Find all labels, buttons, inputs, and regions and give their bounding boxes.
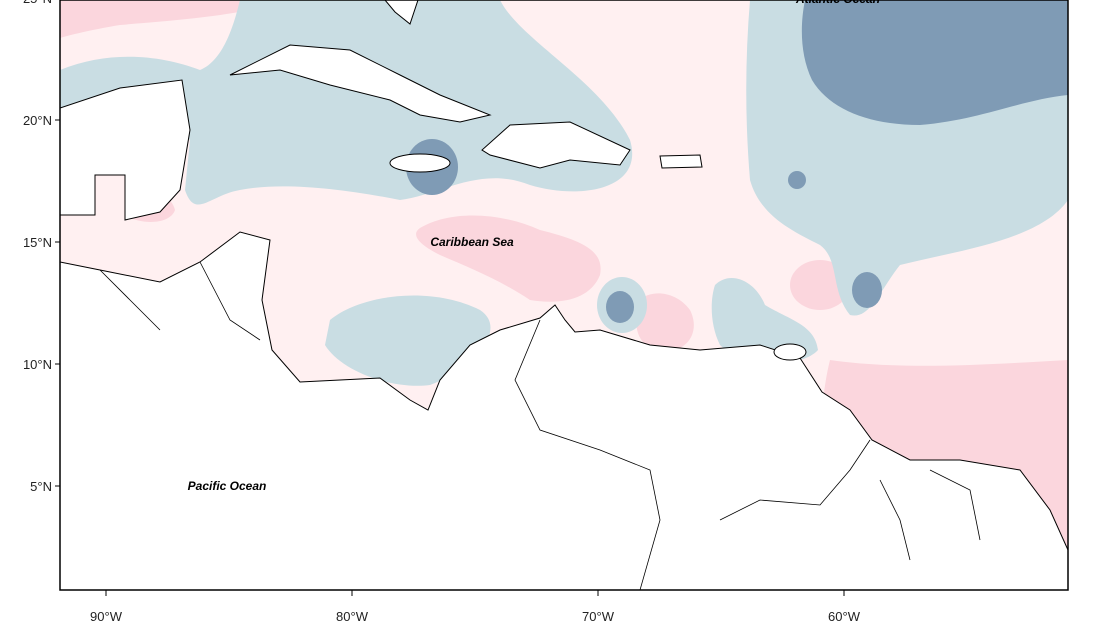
- yucatan: [60, 79, 191, 221]
- border: [99, 261, 261, 341]
- trinidad: [773, 343, 807, 361]
- lat-label: 15°N: [23, 235, 52, 250]
- region: [801, 0, 1068, 125]
- lat-label: 5°N: [30, 479, 52, 494]
- place-label: Caribbean Sea: [430, 235, 514, 249]
- lat-label: 20°N: [23, 113, 52, 128]
- border: [514, 319, 661, 590]
- hispaniola: [481, 121, 631, 169]
- region: [788, 171, 806, 189]
- border: [879, 469, 981, 561]
- border: [719, 439, 871, 521]
- place-label: Pacific Ocean: [188, 479, 267, 493]
- land: [60, 0, 1068, 590]
- jamaica: [389, 153, 451, 173]
- borders: [99, 261, 981, 590]
- region: [606, 291, 634, 323]
- region: [325, 295, 491, 386]
- place-label: Atlantic Ocean: [795, 0, 880, 6]
- florida: [384, 0, 419, 25]
- lat-label: 10°N: [23, 357, 52, 372]
- frame: [59, 0, 1069, 591]
- lon-label: 80°W: [336, 609, 369, 624]
- puerto-rico: [659, 154, 703, 169]
- region: [711, 277, 818, 363]
- lon-label: 60°W: [828, 609, 861, 624]
- region: [416, 215, 601, 302]
- region: [852, 272, 882, 308]
- dark-blue-regions: [60, 0, 1068, 323]
- map-body: [60, 0, 1068, 590]
- lon-label: 90°W: [90, 609, 123, 624]
- region: [636, 293, 694, 352]
- cuba: [229, 44, 492, 123]
- region: [60, 0, 280, 38]
- land-mass: [60, 231, 1068, 590]
- lat-label: 25°N: [23, 0, 52, 6]
- lon-label: 70°W: [582, 609, 615, 624]
